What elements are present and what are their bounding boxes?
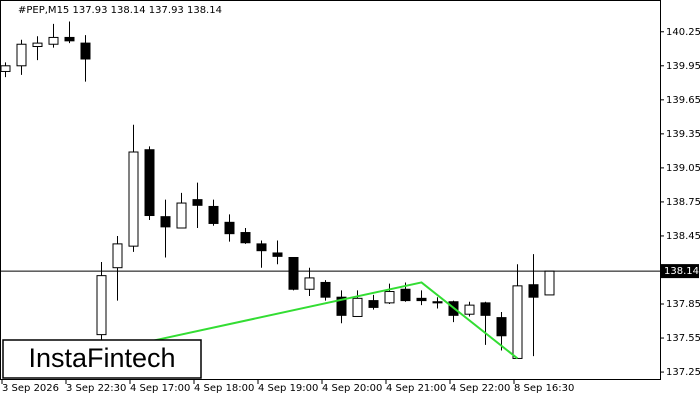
candle-body (128, 151, 139, 247)
candle-body (80, 42, 91, 60)
y-tick-label: 137.85 (666, 299, 700, 310)
candle-body (176, 202, 187, 229)
candle-body (480, 302, 491, 316)
candle-body (160, 216, 171, 228)
candle-body (416, 297, 427, 302)
candle-body (48, 36, 59, 45)
x-tick-label: 4 Sep 20:00 (322, 383, 382, 394)
candle-body (240, 232, 251, 244)
y-tick-label: 137.55 (666, 333, 700, 344)
candle-body (64, 36, 75, 42)
candle-body (320, 281, 331, 298)
x-tick-label: 4 Sep 17:00 (130, 383, 190, 394)
candle-body (384, 291, 395, 304)
candle-body (272, 252, 283, 257)
y-tick-label: 137.25 (666, 367, 700, 378)
x-tick-label: 3 Sep 22:30 (66, 383, 126, 394)
y-tick-label: 139.35 (666, 129, 700, 140)
y-tick-label: 138.45 (666, 231, 700, 242)
logo-box (2, 339, 202, 379)
candle-body (208, 205, 219, 224)
x-tick-label: 4 Sep 18:00 (194, 383, 254, 394)
candle-body (512, 285, 523, 359)
candle-body (432, 301, 443, 304)
candle-body (0, 65, 11, 72)
candle-body (224, 221, 235, 235)
candle-body (32, 42, 43, 48)
last-price-label: 138.14 (664, 266, 699, 277)
pattern-line (149, 281, 519, 360)
candle-body (544, 270, 555, 296)
y-tick-label: 138.75 (666, 197, 700, 208)
x-tick-label: 3 Sep 2026 (2, 383, 59, 394)
logo: InstaFintech (28, 343, 175, 373)
candle-body (144, 149, 155, 217)
candle-body (96, 275, 107, 336)
candle-body (352, 297, 363, 317)
last-price-box (661, 264, 699, 279)
x-tick-label: 4 Sep 19:00 (258, 383, 318, 394)
y-tick-label: 140.25 (666, 27, 700, 38)
candle-body (288, 256, 299, 290)
candle-body (400, 288, 411, 302)
y-tick-label: 139.95 (666, 61, 700, 72)
candle-body (368, 300, 379, 308)
x-tick-label: 8 Sep 16:30 (514, 383, 574, 394)
y-tick-label: 139.05 (666, 163, 700, 174)
candle-body (112, 243, 123, 269)
chart-title: #PEP,M15 137.93 138.14 137.93 138.14 (18, 5, 222, 16)
candle-body (256, 243, 267, 252)
candle-body (528, 284, 539, 298)
candle-body (336, 296, 347, 316)
candle-body (304, 277, 315, 290)
candle-body (496, 317, 507, 337)
candle-body (192, 199, 203, 206)
candle-body (16, 43, 27, 67)
candle-body (464, 304, 475, 315)
x-tick-label: 4 Sep 22:00 (450, 383, 510, 394)
plot-frame (0, 0, 661, 380)
x-tick-label: 4 Sep 21:00 (386, 383, 446, 394)
y-tick-label: 139.65 (666, 95, 700, 106)
